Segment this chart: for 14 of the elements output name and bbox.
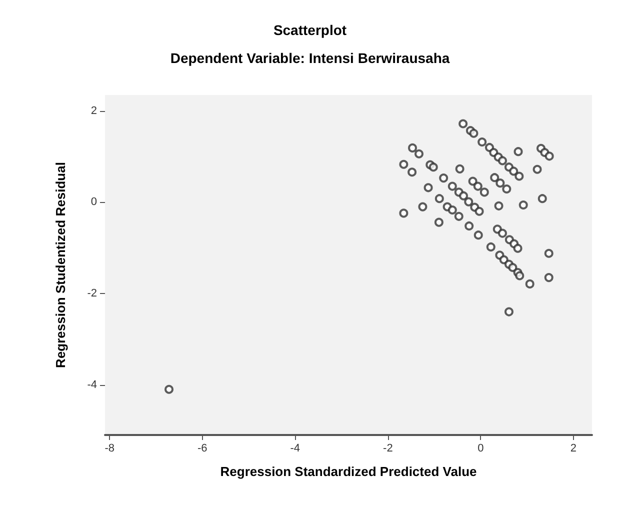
x-tick-label: -4 (290, 442, 300, 454)
x-tick-label: 2 (570, 442, 577, 454)
chart-title: Scatterplot (273, 22, 347, 38)
x-tick-label: -2 (383, 442, 393, 454)
chart-subtitle: Dependent Variable: Intensi Berwirausaha (170, 50, 450, 66)
y-axis-title: Regression Studentized Residual (53, 162, 68, 368)
x-tick-label: 0 (478, 442, 484, 454)
y-tick-label: -4 (87, 378, 97, 391)
y-tick-label: 2 (90, 104, 97, 117)
x-tick-label: -6 (198, 442, 208, 454)
y-tick-label: -2 (87, 288, 97, 300)
x-axis-title: Regression Standardized Predicted Value (220, 464, 477, 479)
y-tick-label: 0 (90, 196, 97, 208)
x-tick-label: -8 (104, 442, 115, 454)
